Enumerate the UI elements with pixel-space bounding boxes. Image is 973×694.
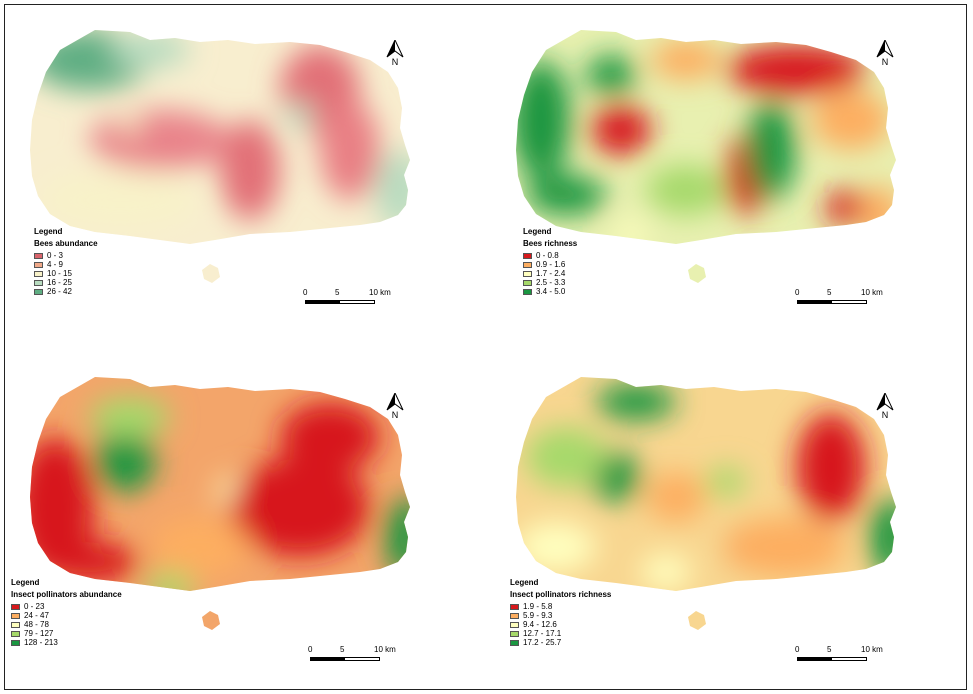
legend-variable: Insect pollinators richness: [510, 590, 612, 599]
north-label: N: [881, 410, 889, 420]
map-panel-bees-richness: N Legend Bees richness 0 - 0.8 0.9 - 1.6…: [486, 0, 972, 343]
legend-item: 0 - 3: [34, 251, 98, 260]
legend-swatch: [34, 270, 43, 277]
legend-item: 12.7 - 17.1: [510, 629, 611, 638]
legend-swatch: [523, 279, 532, 286]
legend-title: Legend: [523, 227, 552, 236]
scale-bar: 0 5 10 km: [303, 288, 413, 312]
legend-swatch: [34, 252, 43, 259]
north-label: N: [881, 57, 889, 67]
legend-item: 24 - 47: [11, 611, 122, 620]
legend-swatch: [510, 630, 519, 637]
legend-item: 16 - 25: [34, 278, 98, 287]
legend-variable: Insect pollinators abundance: [11, 590, 122, 599]
legend-swatch: [34, 288, 43, 295]
legend-item: 3.4 - 5.0: [523, 287, 577, 296]
legend-item: 10 - 15: [34, 269, 98, 278]
north-arrow-icon: [876, 40, 894, 58]
legend-item: 5.9 - 9.3: [510, 611, 611, 620]
legend-swatch: [510, 603, 519, 610]
legend: Legend Insect pollinators abundance 0 - …: [11, 578, 122, 647]
legend-item: 17.2 - 25.7: [510, 638, 611, 647]
legend: Legend Bees richness 0 - 0.8 0.9 - 1.6 1…: [523, 227, 577, 296]
legend-item: 48 - 78: [11, 620, 122, 629]
legend-swatch: [34, 261, 43, 268]
legend-title: Legend: [11, 578, 40, 587]
legend-variable: Bees abundance: [34, 239, 98, 248]
legend-item: 0 - 23: [11, 602, 122, 611]
north-arrow: N: [875, 393, 895, 423]
legend-item: 9.4 - 12.6: [510, 620, 611, 629]
legend-swatch: [510, 621, 519, 628]
legend-item: 4 - 9: [34, 260, 98, 269]
figure-frame: [4, 4, 967, 690]
north-label: N: [391, 410, 399, 420]
legend-variable: Bees richness: [523, 239, 578, 248]
legend-item: 1.9 - 5.8: [510, 602, 611, 611]
heatmap-insect-pollinators-abundance: [30, 377, 410, 630]
legend-item: 1.7 - 2.4: [523, 269, 577, 278]
north-arrow: N: [385, 40, 405, 70]
scale-bar: 0 5 10 km: [308, 645, 418, 669]
legend-swatch: [523, 270, 532, 277]
legend-swatch: [510, 639, 519, 646]
legend: Legend Bees abundance 0 - 3 4 - 9 10 - 1…: [34, 227, 98, 296]
legend-swatch: [523, 252, 532, 259]
north-arrow-icon: [876, 393, 894, 411]
legend-item: 0 - 0.8: [523, 251, 577, 260]
map-panel-insect-pollinators-richness: N Legend Insect pollinators richness 1.9…: [486, 347, 972, 690]
legend-item: 128 - 213: [11, 638, 122, 647]
north-arrow: N: [875, 40, 895, 70]
scale-bar: 0 5 10 km: [795, 288, 905, 312]
north-arrow-icon: [386, 393, 404, 411]
legend-swatch: [34, 279, 43, 286]
map-panel-insect-pollinators-abundance: N Legend Insect pollinators abundance 0 …: [0, 347, 486, 690]
heatmap-bees-richness: [516, 30, 896, 283]
legend-title: Legend: [34, 227, 63, 236]
legend-item: 79 - 127: [11, 629, 122, 638]
legend-item: 2.5 - 3.3: [523, 278, 577, 287]
heatmap-insect-pollinators-richness: [516, 377, 896, 630]
legend-swatch: [11, 630, 20, 637]
legend-item: 0.9 - 1.6: [523, 260, 577, 269]
scale-bar: 0 5 10 km: [795, 645, 905, 669]
legend-title: Legend: [510, 578, 539, 587]
legend-swatch: [523, 261, 532, 268]
heatmap-bees-abundance: [30, 30, 410, 283]
legend-item: 26 - 42: [34, 287, 98, 296]
legend-swatch: [11, 612, 20, 619]
north-arrow-icon: [386, 40, 404, 58]
map-panel-bees-abundance: N Legend Bees abundance 0 - 3 4 - 9 10 -…: [0, 0, 486, 343]
legend: Legend Insect pollinators richness 1.9 -…: [510, 578, 611, 647]
legend-swatch: [523, 288, 532, 295]
legend-swatch: [11, 639, 20, 646]
north-arrow: N: [385, 393, 405, 423]
legend-swatch: [510, 612, 519, 619]
north-label: N: [391, 57, 399, 67]
legend-swatch: [11, 603, 20, 610]
legend-swatch: [11, 621, 20, 628]
